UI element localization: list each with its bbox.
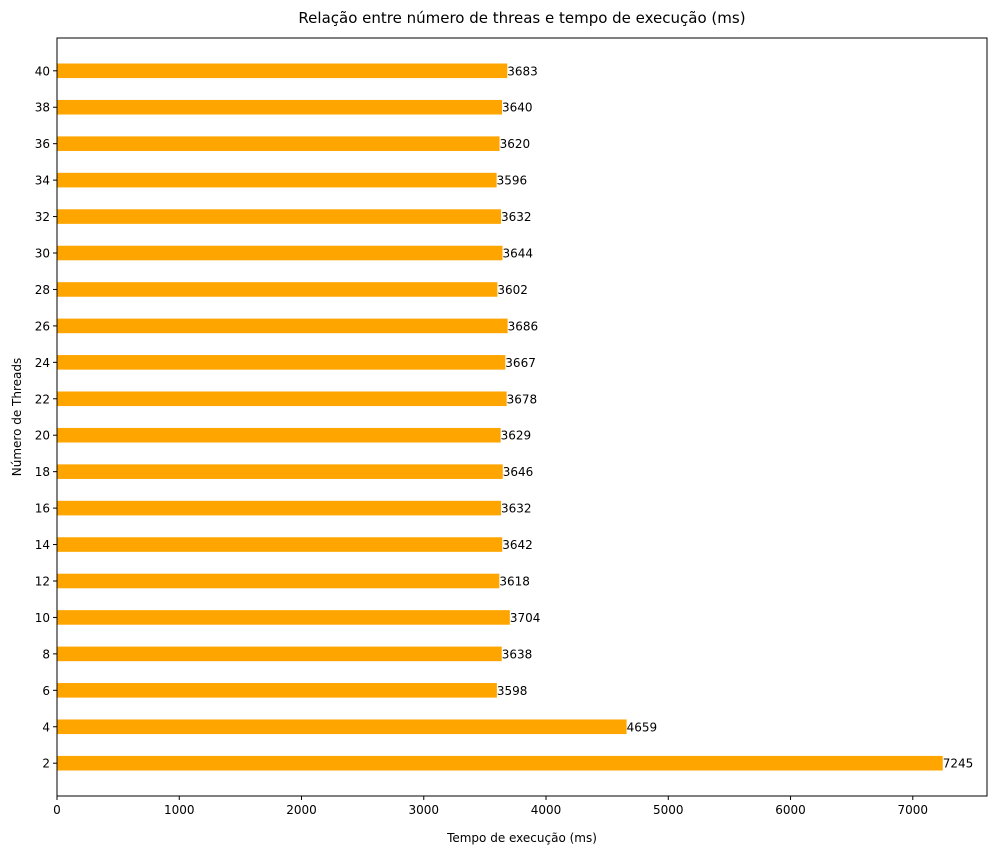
bar-threads-12 bbox=[57, 573, 500, 589]
y-tick-label-38: 38 bbox=[35, 101, 50, 115]
bar-threads-26 bbox=[57, 318, 508, 334]
bar-threads-36 bbox=[57, 136, 500, 151]
bar-threads-18 bbox=[57, 464, 503, 479]
bar-threads-4 bbox=[57, 719, 627, 735]
bar-value-label-30: 3644 bbox=[503, 247, 534, 261]
y-tick-label-18: 18 bbox=[35, 465, 50, 479]
bar-value-label-4: 4659 bbox=[627, 720, 658, 734]
y-tick-label-24: 24 bbox=[35, 356, 50, 370]
x-axis-label: Tempo de execução (ms) bbox=[446, 831, 597, 845]
bar-value-label-12: 3618 bbox=[499, 574, 530, 588]
y-tick-label-26: 26 bbox=[35, 319, 50, 333]
y-tick-label-28: 28 bbox=[35, 283, 50, 297]
y-tick-label-36: 36 bbox=[35, 137, 50, 151]
bar-threads-22 bbox=[57, 391, 507, 407]
x-axis-ticks: 0 1000 2000 3000 4000 5000 6000 7000 bbox=[53, 796, 928, 817]
bar-threads-24 bbox=[57, 355, 506, 370]
x-tick-label-4000: 4000 bbox=[531, 803, 562, 817]
y-tick-label-16: 16 bbox=[35, 502, 50, 516]
y-axis-label: Número de Threads bbox=[10, 358, 24, 477]
y-tick-label-22: 22 bbox=[35, 392, 50, 406]
x-tick-label-6000: 6000 bbox=[775, 803, 806, 817]
bar-value-label-36: 3620 bbox=[500, 137, 531, 151]
bars-group bbox=[57, 63, 943, 771]
bar-threads-40 bbox=[57, 63, 508, 79]
y-tick-label-4: 4 bbox=[42, 720, 50, 734]
bar-value-label-24: 3667 bbox=[505, 356, 536, 370]
bar-value-label-2: 7245 bbox=[943, 757, 974, 771]
bar-threads-30 bbox=[57, 245, 503, 261]
bar-threads-16 bbox=[57, 500, 502, 516]
bar-threads-34 bbox=[57, 172, 497, 188]
bar-value-label-20: 3629 bbox=[501, 429, 532, 443]
bar-value-label-8: 3638 bbox=[502, 647, 533, 661]
bar-value-label-28: 3602 bbox=[497, 283, 528, 297]
y-tick-label-12: 12 bbox=[35, 574, 50, 588]
x-tick-label-1000: 1000 bbox=[164, 803, 195, 817]
y-tick-label-30: 30 bbox=[35, 247, 50, 261]
bar-threads-8 bbox=[57, 646, 502, 662]
bar-threads-28 bbox=[57, 282, 498, 297]
chart-title: Relação entre número de threas e tempo d… bbox=[298, 9, 745, 27]
bar-value-label-38: 3640 bbox=[502, 101, 533, 115]
bar-threads-32 bbox=[57, 209, 502, 224]
y-tick-label-10: 10 bbox=[35, 611, 50, 625]
y-tick-label-40: 40 bbox=[35, 64, 50, 78]
bar-value-label-18: 3646 bbox=[503, 465, 534, 479]
y-tick-label-14: 14 bbox=[35, 538, 50, 552]
bar-value-label-14: 3642 bbox=[502, 538, 533, 552]
y-tick-label-32: 32 bbox=[35, 210, 50, 224]
bar-labels-group: 7245 4659 3598 3638 3704 3618 3642 3632 3646 3629… bbox=[497, 64, 974, 770]
bar-threads-10 bbox=[57, 610, 510, 625]
y-tick-label-2: 2 bbox=[42, 757, 50, 771]
x-tick-label-0: 0 bbox=[53, 803, 61, 817]
x-tick-label-7000: 7000 bbox=[898, 803, 929, 817]
y-tick-label-6: 6 bbox=[42, 684, 50, 698]
bar-threads-20 bbox=[57, 427, 501, 443]
bar-value-label-26: 3686 bbox=[508, 319, 539, 333]
x-tick-label-3000: 3000 bbox=[408, 803, 439, 817]
bar-value-label-10: 3704 bbox=[510, 611, 541, 625]
bar-threads-14 bbox=[57, 537, 503, 552]
bar-threads-2 bbox=[57, 755, 943, 771]
plot-area-frame bbox=[56, 37, 988, 797]
x-tick-label-2000: 2000 bbox=[286, 803, 317, 817]
bar-threads-38 bbox=[57, 99, 503, 115]
y-tick-label-20: 20 bbox=[35, 429, 50, 443]
y-tick-label-34: 34 bbox=[35, 174, 50, 188]
bar-value-label-16: 3632 bbox=[501, 502, 532, 516]
x-tick-label-5000: 5000 bbox=[653, 803, 684, 817]
bar-value-label-22: 3678 bbox=[507, 392, 538, 406]
bar-value-label-34: 3596 bbox=[497, 174, 528, 188]
bar-value-label-6: 3598 bbox=[497, 684, 528, 698]
bar-value-label-40: 3683 bbox=[507, 64, 538, 78]
bar-value-label-32: 3632 bbox=[501, 210, 532, 224]
bar-threads-6 bbox=[57, 683, 497, 698]
y-tick-label-8: 8 bbox=[42, 647, 50, 661]
